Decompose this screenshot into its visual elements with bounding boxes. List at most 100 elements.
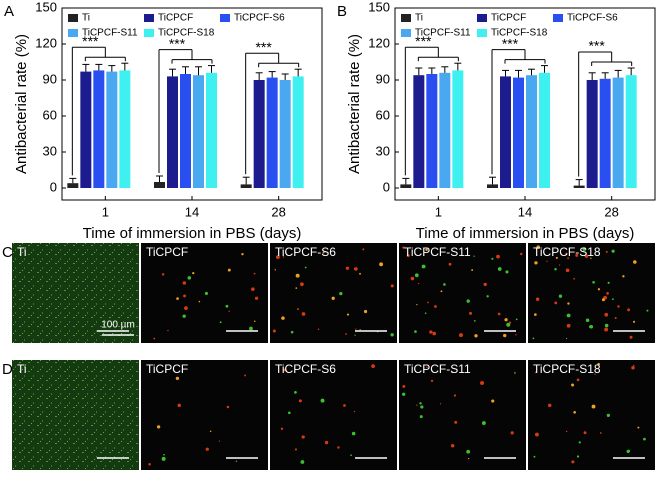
cell-dot (604, 323, 609, 328)
cell-dot (390, 284, 394, 288)
cell-dot (599, 432, 602, 434)
cell-dot (272, 329, 276, 333)
cell-dot (555, 256, 558, 259)
cell-dot (317, 328, 320, 331)
cell-dot (304, 266, 307, 269)
cell-dot (410, 276, 415, 281)
x-tick-label: 14 (185, 204, 199, 219)
cell-dot (297, 308, 300, 311)
bar (292, 76, 304, 188)
legend-label: TiCPCF (158, 13, 193, 24)
micrograph-label: TiCPCF-S18 (533, 245, 601, 259)
cell-dot (175, 376, 180, 381)
cell-dot (416, 304, 418, 306)
bar (586, 80, 598, 188)
cell-dot (337, 446, 340, 449)
cell-dot (371, 364, 375, 368)
cell-dot (226, 405, 230, 409)
cell-dot (607, 281, 610, 284)
bar (80, 71, 92, 188)
cell-dot (533, 455, 536, 458)
cell-dot (565, 252, 568, 255)
cell-dot (192, 271, 195, 275)
legend-label: TiCPCF (491, 13, 526, 24)
cell-dot (345, 266, 350, 270)
cell-dot (301, 312, 306, 316)
cell-dot (183, 294, 187, 298)
cell-dot (209, 430, 212, 433)
micrograph (141, 360, 268, 470)
cell-dot (359, 272, 361, 275)
cell-dot (491, 257, 494, 260)
cell-dot (453, 394, 457, 397)
cell-dot (353, 410, 356, 413)
significance: *** (82, 33, 99, 49)
cell-dot (637, 426, 640, 429)
cell-dot (450, 443, 455, 448)
cell-dot (558, 294, 563, 298)
cell-dot (567, 302, 570, 305)
cell-dot (161, 456, 166, 461)
cell-dot (324, 440, 329, 445)
micrograph (270, 360, 397, 470)
cell-dot (161, 273, 165, 276)
cell-dot (153, 337, 156, 340)
cell-dot (605, 250, 608, 253)
cell-dot (177, 403, 181, 408)
cell-dot (288, 411, 291, 415)
cell-dot (353, 267, 358, 271)
micrograph (141, 243, 268, 343)
cell-dot (597, 362, 600, 366)
cell-dot (430, 379, 434, 382)
micrograph-label: TiCPCF (146, 362, 188, 376)
legend-label: Ti (82, 13, 90, 24)
cell-dot (589, 325, 593, 329)
cell-dot (402, 384, 406, 388)
legend-swatch (401, 14, 411, 22)
cell-dot (497, 267, 502, 271)
cell-dot (631, 366, 635, 370)
cell-dot (458, 333, 463, 338)
bar (193, 75, 204, 188)
cell-dot (432, 331, 436, 336)
x-tick-label: 14 (518, 204, 532, 219)
panel-label: C (2, 244, 13, 261)
cell-dot (184, 306, 188, 311)
y-tick-label: 90 (43, 71, 57, 86)
legend-label: Ti (415, 13, 423, 24)
cell-dot (218, 440, 220, 442)
cell-dot (295, 287, 298, 289)
cell-dot (345, 333, 347, 335)
cell-dot (629, 335, 633, 339)
cell-dot (558, 264, 561, 266)
bar (413, 75, 425, 188)
cell-dot (227, 268, 231, 272)
x-tick-label: 1 (435, 204, 442, 219)
cell-dot (424, 312, 427, 315)
micrograph-label: TiCPCF-S6 (275, 245, 336, 259)
cell-dot (419, 415, 423, 419)
cell-dot (379, 262, 384, 267)
micrograph (12, 243, 139, 343)
x-axis-label: Time of immersion in PBS (days) (416, 225, 635, 242)
micrograph-label: TiCPCF-S11 (404, 362, 471, 376)
bar (452, 70, 464, 188)
cell-dot (468, 457, 470, 460)
cell-dot (466, 449, 471, 454)
cell-dot (585, 318, 590, 322)
cell-dot (473, 320, 476, 322)
bar (279, 80, 291, 188)
cell-dot (575, 253, 579, 257)
cell-dot (591, 404, 596, 409)
cell-dot (205, 447, 209, 451)
cell-dot (548, 403, 552, 408)
cell-dot (198, 300, 201, 303)
cell-dot (434, 305, 437, 308)
bar (266, 77, 278, 188)
bar (487, 184, 498, 188)
y-tick-label: 60 (376, 107, 390, 122)
cell-dot (439, 403, 442, 405)
cell-dot (573, 410, 576, 414)
cell-dot (451, 371, 454, 374)
